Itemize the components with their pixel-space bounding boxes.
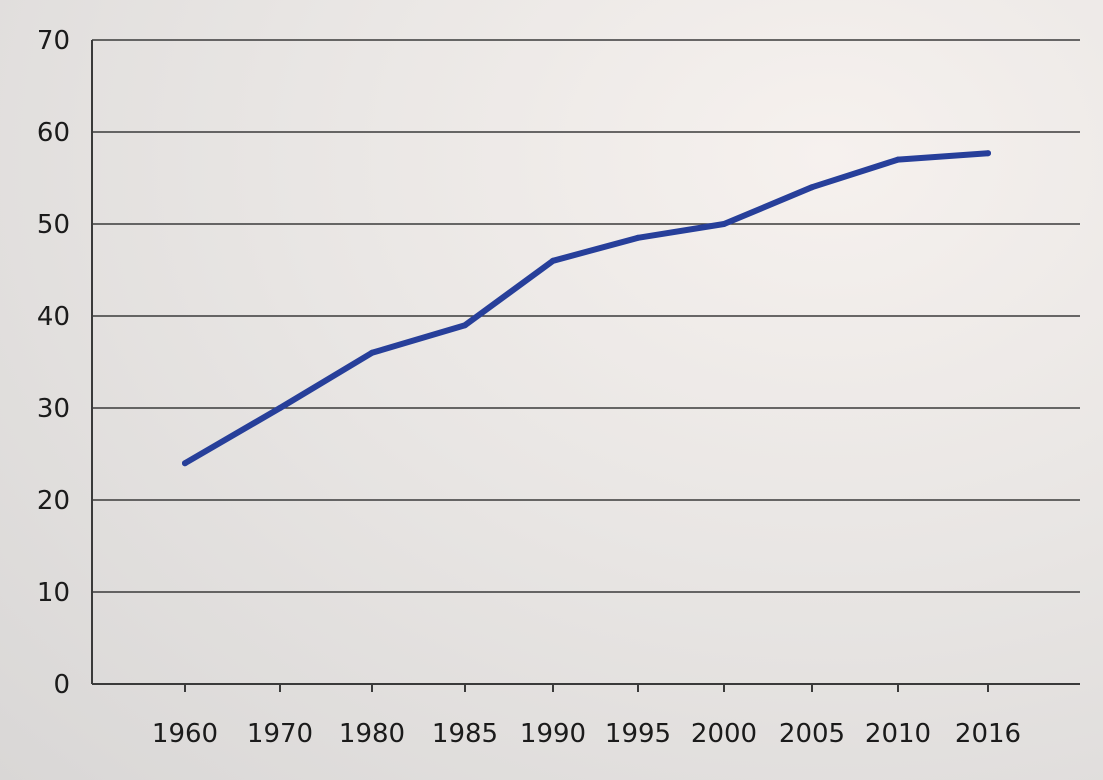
data-point-2016 <box>985 150 991 157</box>
x-tick-label-2016: 2016 <box>955 719 1021 749</box>
x-tick-labels: 1960 1970 1980 1985 1990 1995 2000 2005 2010 2016 <box>152 719 1021 749</box>
series-line-0 <box>182 150 991 467</box>
data-point-2000 <box>721 221 727 227</box>
data-point-1990 <box>550 257 556 264</box>
y-tick-label-0: 0 <box>53 670 70 700</box>
x-tick-label-1995: 1995 <box>605 719 671 749</box>
y-tick-label-40: 40 <box>37 302 70 332</box>
x-tick-label-1980: 1980 <box>339 719 405 749</box>
data-point-2005 <box>809 184 815 191</box>
series <box>182 150 991 467</box>
data-point-2010 <box>895 156 901 163</box>
x-tick-label-2010: 2010 <box>865 719 931 749</box>
y-tick-label-10: 10 <box>37 578 70 608</box>
y-tick-label-70: 70 <box>37 26 70 56</box>
y-tick-label-30: 30 <box>37 394 70 424</box>
y-tick-label-20: 20 <box>37 486 70 516</box>
data-point-1980 <box>369 349 375 356</box>
y-tick-label-60: 60 <box>37 118 70 148</box>
gridlines <box>92 39 1080 593</box>
x-tick-label-1970: 1970 <box>247 719 313 749</box>
x-tick-label-2005: 2005 <box>779 719 845 749</box>
x-tick-label-1985: 1985 <box>432 719 498 749</box>
y-tick-labels: 0 10 20 30 40 50 60 70 <box>37 26 70 700</box>
axes <box>91 40 1080 692</box>
data-point-1960 <box>182 460 188 467</box>
x-tick-label-2000: 2000 <box>691 719 757 749</box>
data-point-1985 <box>462 322 468 329</box>
y-tick-label-50: 50 <box>37 210 70 240</box>
x-tick-label-1960: 1960 <box>152 719 218 749</box>
x-tick-label-1990: 1990 <box>520 719 586 749</box>
data-point-1995 <box>635 234 641 241</box>
data-point-1970 <box>277 405 283 411</box>
